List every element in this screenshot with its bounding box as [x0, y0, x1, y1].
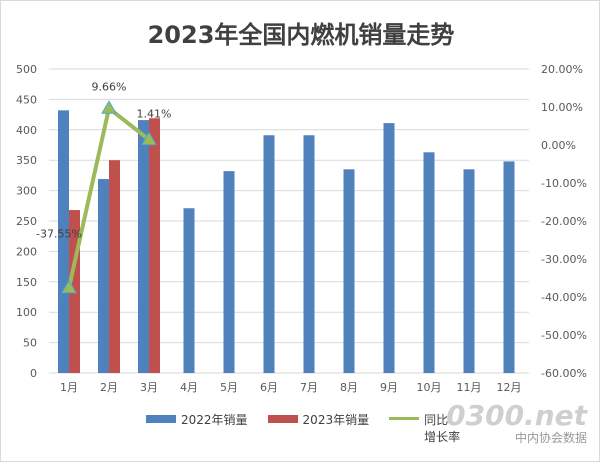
- bar-2022: [463, 169, 475, 373]
- y-tick-label: 50: [23, 337, 37, 350]
- y2-tick-label: -40.00%: [541, 291, 587, 304]
- y2-tick-label: -20.00%: [541, 215, 587, 228]
- y-tick-label: 500: [16, 63, 37, 76]
- y-tick-label: 150: [16, 276, 37, 289]
- x-tick-label: 1月: [60, 381, 78, 394]
- growth-data-label: 9.66%: [92, 80, 127, 93]
- legend-item-2023: 2023年销量: [267, 411, 370, 445]
- bar-2022: [183, 208, 195, 373]
- y2-tick-label: -30.00%: [541, 253, 587, 266]
- x-tick-label: 8月: [340, 381, 358, 394]
- y-tick-label: 0: [30, 367, 37, 380]
- bar-2022: [343, 169, 355, 373]
- x-tick-label: 5月: [220, 381, 238, 394]
- bar-2022: [503, 161, 515, 373]
- y-tick-label: 250: [16, 215, 37, 228]
- y2-tick-label: 10.00%: [541, 101, 583, 114]
- y2-tick-label: -50.00%: [541, 329, 587, 342]
- growth-marker: [101, 100, 117, 114]
- y-tick-label: 100: [16, 306, 37, 319]
- legend-label: 2023年销量: [302, 413, 370, 427]
- bar-2022: [138, 120, 149, 374]
- growth-marker: [141, 131, 157, 146]
- y2-tick-label: 0.00%: [541, 139, 576, 152]
- legend-swatch: [267, 415, 298, 423]
- x-tick-label: 11月: [457, 381, 482, 394]
- x-tick-label: 7月: [300, 381, 318, 394]
- growth-marker: [61, 279, 77, 294]
- y-tick-label: 350: [16, 154, 37, 167]
- y-tick-label: 200: [16, 245, 37, 258]
- legend-item-growth: 同比 增长率: [389, 411, 460, 445]
- bar-2022: [58, 110, 69, 374]
- bar-2022: [98, 179, 109, 373]
- bar-2022: [303, 135, 315, 373]
- y-tick-label: 300: [16, 185, 37, 198]
- legend-swatch: [146, 415, 176, 423]
- bar-2022: [263, 135, 275, 373]
- y2-tick-label: 20.00%: [541, 63, 583, 76]
- growth-data-label: -37.55%: [36, 228, 82, 241]
- legend-swatch: [389, 417, 420, 420]
- growth-data-label: 1.41%: [137, 108, 172, 121]
- legend-item-2022: 2022年销量: [146, 411, 248, 445]
- legend: 2022年销量 2023年销量 同比 增长率: [146, 411, 460, 445]
- x-tick-label: 3月: [140, 381, 158, 394]
- bar-2022: [383, 123, 395, 373]
- x-tick-label: 4月: [180, 381, 198, 394]
- legend-label: 同比 增长率: [424, 413, 461, 444]
- y2-tick-label: -60.00%: [541, 367, 587, 380]
- watermark-logo: 0300.net: [446, 399, 587, 432]
- y-tick-label: 450: [16, 93, 37, 106]
- bar-2022: [423, 152, 435, 373]
- watermark-text: 中内协会数据: [514, 431, 587, 445]
- x-tick-label: 12月: [497, 381, 522, 394]
- x-tick-label: 10月: [417, 381, 442, 394]
- chart-title: 2023年全国内燃机销量走势: [147, 21, 455, 49]
- x-tick-label: 9月: [380, 381, 398, 394]
- legend-label: 2022年销量: [181, 413, 248, 427]
- x-tick-label: 2月: [100, 381, 118, 394]
- y-tick-label: 400: [16, 124, 37, 137]
- bar-2023: [109, 160, 120, 373]
- y2-tick-label: -10.00%: [541, 177, 587, 190]
- bar-2023: [149, 118, 160, 373]
- x-tick-label: 6月: [260, 381, 278, 394]
- bar-2022: [223, 171, 235, 373]
